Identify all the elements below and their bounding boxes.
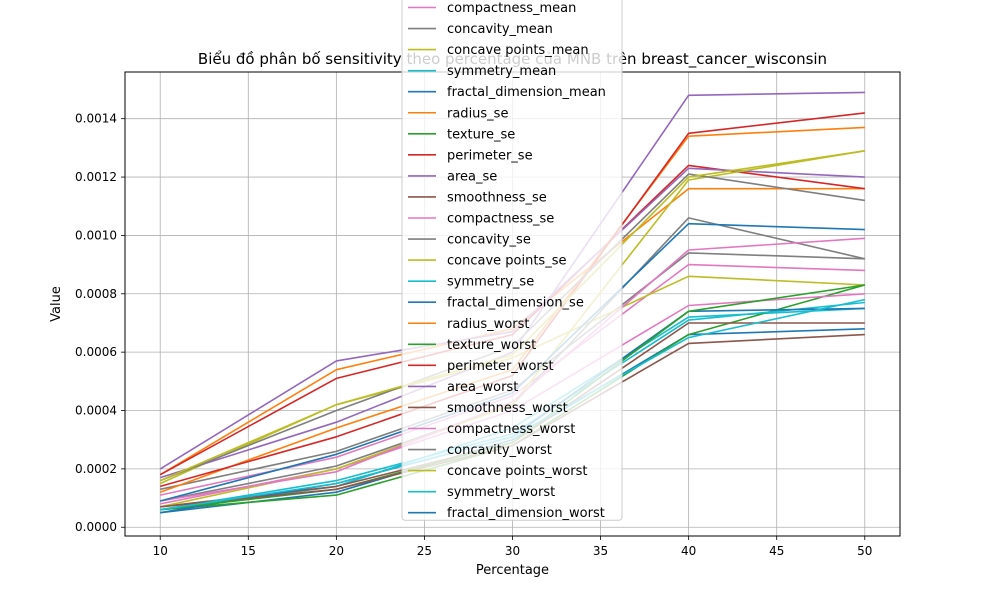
y-tick-label: 0.0002 <box>75 462 117 476</box>
legend-entry: concave points_worst <box>447 464 588 479</box>
y-tick-label: 0.0006 <box>75 345 117 359</box>
legend-entry: concavity_mean <box>447 22 553 37</box>
x-tick-label: 25 <box>417 544 432 558</box>
x-tick-label: 40 <box>681 544 696 558</box>
x-tick-label: 45 <box>769 544 784 558</box>
legend-entry: perimeter_se <box>447 148 533 163</box>
legend-entry: area_worst <box>447 380 518 395</box>
x-axis-label: Percentage <box>476 563 549 578</box>
x-tick-label: 35 <box>593 544 608 558</box>
x-tick-label: 30 <box>505 544 520 558</box>
legend-entry: radius_se <box>447 106 508 121</box>
legend-entry: symmetry_se <box>447 275 534 290</box>
legend-entry: fractal_dimension_se <box>447 296 584 311</box>
legend-entry: concave points_se <box>447 254 566 269</box>
legend-entry: compactness_mean <box>447 1 576 16</box>
y-axis-label: Value <box>49 286 64 322</box>
y-tick-label: 0.0004 <box>75 404 117 418</box>
x-tick-label: 10 <box>153 544 168 558</box>
legend-entry: fractal_dimension_mean <box>447 85 606 100</box>
legend-entry: concave points_mean <box>447 43 589 58</box>
legend-entry: compactness_worst <box>447 422 575 437</box>
y-tick-label: 0.0008 <box>75 287 117 301</box>
legend-entry: symmetry_worst <box>447 485 555 500</box>
y-tick-label: 0.0000 <box>75 520 117 534</box>
legend-entry: symmetry_mean <box>447 64 556 79</box>
legend-entry: compactness_se <box>447 212 554 227</box>
legend-entry: concavity_se <box>447 233 531 248</box>
legend-entry: smoothness_worst <box>447 401 568 416</box>
axis-ticks: 10 15 20 25 30 35 40 45 50 0.0000 0.0002 0.0004 0.00… <box>75 112 872 558</box>
x-tick-label: 50 <box>857 544 872 558</box>
legend-entry: perimeter_worst <box>447 359 554 374</box>
x-tick-label: 15 <box>241 544 256 558</box>
legend-entry: radius_worst <box>447 317 530 332</box>
legend-entry: area_se <box>447 169 497 184</box>
legend-entry: texture_worst <box>447 338 536 353</box>
y-tick-label: 0.0014 <box>75 112 117 126</box>
y-tick-label: 0.0012 <box>75 170 117 184</box>
legend-entry: texture_se <box>447 127 515 142</box>
legend-entry: smoothness_se <box>447 190 547 205</box>
y-tick-label: 0.0010 <box>75 228 117 242</box>
legend-entry: fractal_dimension_worst <box>447 506 605 521</box>
x-tick-label: 20 <box>329 544 344 558</box>
legend-entry: concavity_worst <box>447 443 552 458</box>
legend-box <box>401 0 623 521</box>
